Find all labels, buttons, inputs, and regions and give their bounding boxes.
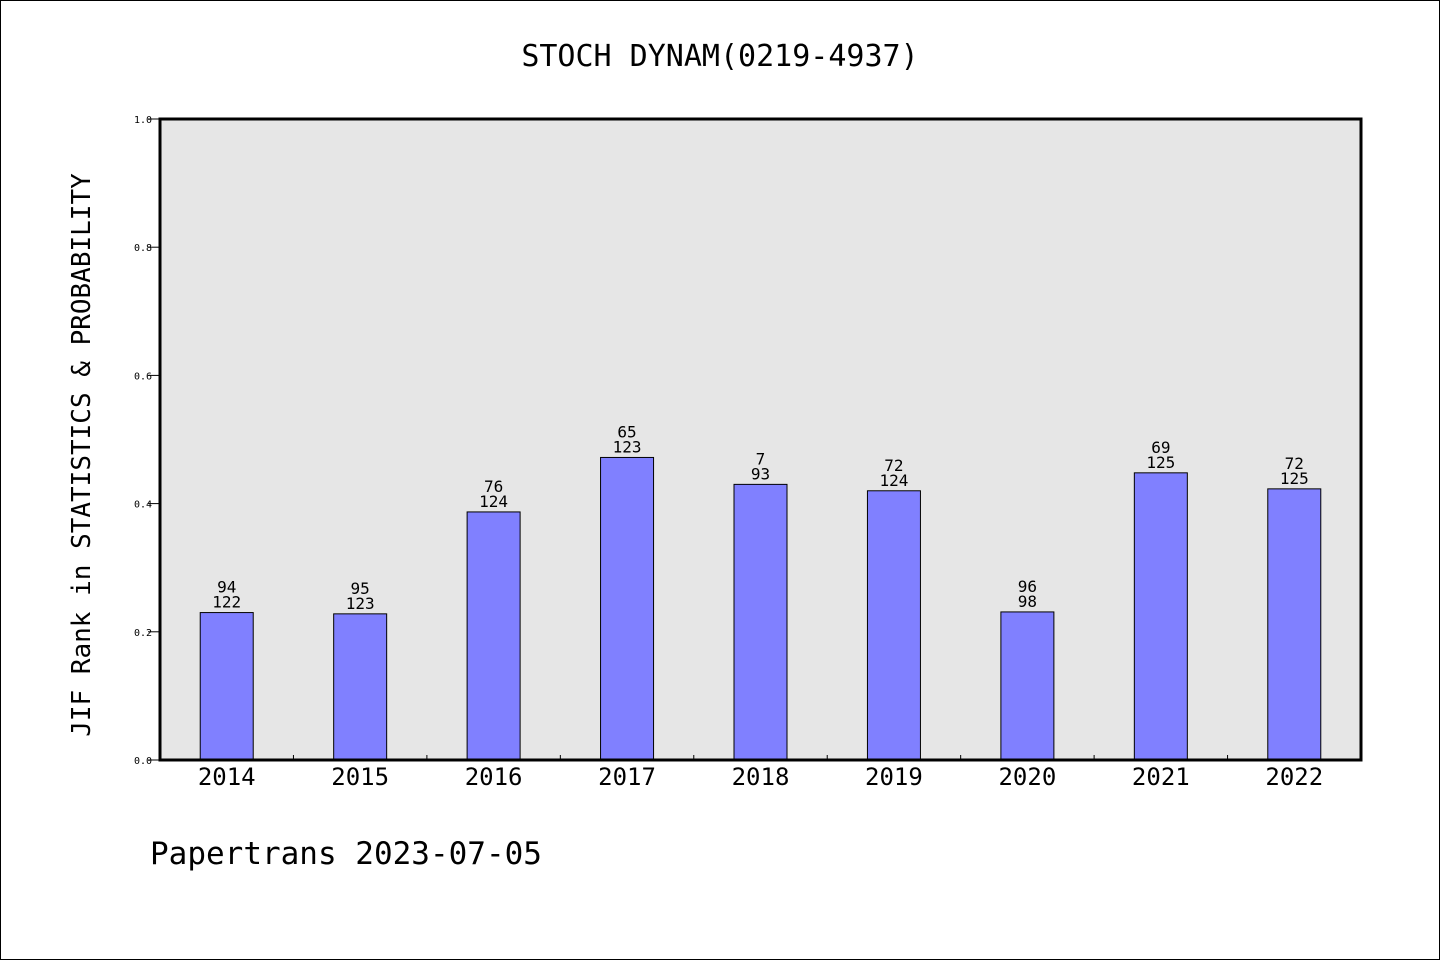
bar-rank-label: 96 [1018,577,1037,596]
bar-2017 [600,456,655,761]
bar-rank-label: 95 [351,579,370,598]
y-tick-label: 0.4 [134,500,152,511]
bar-rank-label: 76 [484,477,503,496]
y-tick-label: 0.0 [134,756,152,767]
bar-2021 [1133,472,1188,761]
bar-2022 [1267,488,1322,761]
bar-rank-label: 65 [617,422,636,441]
x-tick-label: 2022 [1265,763,1323,791]
bar-rank-label: 72 [1285,454,1304,473]
x-tick-label: 2021 [1132,763,1190,791]
bar-2014 [199,612,254,761]
bar-total-label: 123 [346,594,375,613]
x-tick-label: 2014 [198,763,256,791]
x-tick-label: 2016 [465,763,523,791]
bar-total-label: 123 [613,437,642,456]
x-tick-label: 2017 [598,763,656,791]
bar-total-label: 98 [1018,592,1037,611]
y-tick-label: 0.6 [134,371,152,382]
bar-2016 [466,511,521,761]
footer-text: Papertrans 2023-07-05 [150,836,542,872]
bar-total-label: 93 [751,464,770,483]
bar-total-label: 122 [212,593,241,612]
bar-2018 [733,483,788,761]
bar-total-label: 124 [879,471,908,490]
bar-rank-label: 7 [756,449,766,468]
plot-border [158,117,1363,762]
bar-rank-label: 94 [217,578,236,597]
bar-2020 [1000,611,1055,761]
chart-title: STOCH DYNAM(0219-4937) [521,39,918,74]
x-tick-label: 2015 [331,763,389,791]
y-tick-label: 0.2 [134,628,152,639]
bar-total-label: 124 [479,492,508,511]
bar-2019 [866,490,921,761]
y-tick-label: 0.8 [134,243,152,254]
x-tick-label: 2018 [732,763,790,791]
x-tick-label: 2020 [998,763,1056,791]
y-tick-label: 1.0 [134,115,152,126]
x-tick-label: 2019 [865,763,923,791]
bar-total-label: 125 [1146,453,1175,472]
y-ticks: 0.0 0.2 0.4 0.6 0.8 1.0 [134,115,160,767]
y-axis-label: JIF Rank in STATISTICS & PROBABILITY [67,173,97,737]
x-ticks: 2014 2015 2016 2017 2018 2019 2020 2021 2022 [198,755,1323,791]
bar-total-label: 125 [1280,469,1309,488]
bar-rank-label: 69 [1151,438,1170,457]
bar-rank-label: 72 [884,456,903,475]
bar-2015 [333,613,388,761]
